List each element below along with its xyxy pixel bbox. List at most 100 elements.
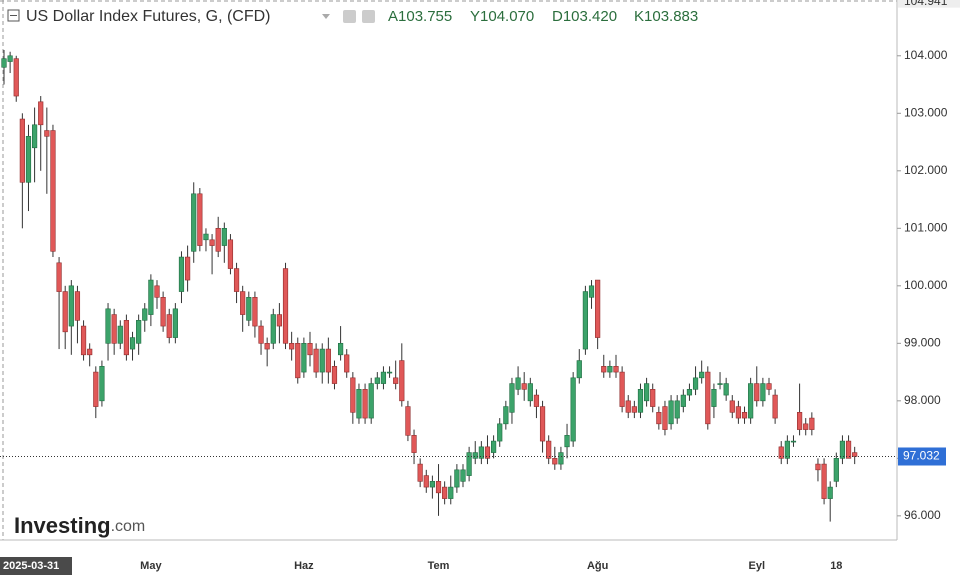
candle-body xyxy=(650,389,656,407)
candle-body xyxy=(595,279,601,338)
candle-body xyxy=(778,446,784,459)
candle-body xyxy=(533,394,540,407)
candle-body xyxy=(552,458,558,465)
candle-body xyxy=(19,118,25,183)
candle-body xyxy=(748,383,754,419)
candle-body xyxy=(68,285,74,327)
ohlc-stat: A103.755 xyxy=(388,8,452,25)
last-price-label: 97.032 xyxy=(903,449,940,463)
candle-body xyxy=(564,435,570,448)
candle-body xyxy=(31,124,38,149)
candle-body xyxy=(399,360,405,402)
y-tick-label: 100.000 xyxy=(904,278,948,292)
candle-body xyxy=(643,383,650,402)
candle-body xyxy=(539,406,546,442)
candle-body xyxy=(368,383,374,419)
candle-body xyxy=(129,337,136,350)
candle-body xyxy=(136,320,142,344)
candle-body xyxy=(527,383,533,402)
x-tick-label: Eyl xyxy=(749,560,766,572)
candle-body xyxy=(62,291,68,333)
candle-body xyxy=(717,383,723,385)
candle-body xyxy=(466,452,472,476)
candle-body xyxy=(270,314,276,344)
candle-body xyxy=(631,406,637,413)
candle-body xyxy=(484,446,491,459)
candle-body xyxy=(1,58,7,68)
y-tick-label: 103.000 xyxy=(904,105,948,119)
candle-body xyxy=(227,239,234,269)
y-tick-label: 102.000 xyxy=(904,163,948,177)
candle-body xyxy=(233,268,240,292)
candle-body xyxy=(815,463,821,471)
candle-body xyxy=(417,463,423,482)
candle-body xyxy=(784,440,790,459)
candle-body xyxy=(386,371,393,374)
candle-body xyxy=(93,371,99,407)
watermark-suffix: .com xyxy=(111,518,146,535)
candle-body xyxy=(705,371,711,425)
candle-body xyxy=(735,406,741,419)
candle-body xyxy=(790,440,797,443)
candle-body xyxy=(87,348,93,356)
candle-body xyxy=(331,366,338,384)
candle-body xyxy=(674,400,680,419)
settings-icon[interactable] xyxy=(362,10,375,23)
collapse-icon[interactable] xyxy=(7,9,20,22)
candle-body xyxy=(289,343,295,350)
y-tick-label: 101.000 xyxy=(904,220,948,234)
candle-body xyxy=(845,440,852,459)
candle-body xyxy=(442,486,448,499)
candle-body xyxy=(337,343,344,356)
candle-body xyxy=(56,262,62,292)
candle-body xyxy=(380,371,387,384)
candle-body xyxy=(503,406,509,425)
candle-body xyxy=(185,256,191,281)
candle-body xyxy=(178,256,185,292)
candle-body xyxy=(215,228,221,252)
x-tick-label: Tem xyxy=(428,560,450,572)
candle-body xyxy=(325,348,331,373)
axis-high-box xyxy=(898,0,960,8)
candle-body xyxy=(613,366,619,373)
candle-body xyxy=(796,412,803,430)
candle-body xyxy=(166,314,172,338)
eye-icon[interactable] xyxy=(343,10,356,23)
candle-body xyxy=(393,377,399,384)
y-tick-label: 104.000 xyxy=(904,48,948,62)
candle-body xyxy=(490,440,497,453)
candle-body xyxy=(699,371,705,379)
x-tick-label: Haz xyxy=(294,560,314,572)
watermark: Investing.com xyxy=(14,513,145,538)
candle-body xyxy=(276,314,283,327)
candle-body xyxy=(111,314,117,344)
candle-body xyxy=(656,412,662,425)
watermark-brand: Investing xyxy=(14,513,111,538)
candle-body xyxy=(374,377,380,384)
candle-body xyxy=(362,389,368,419)
candle-body xyxy=(637,389,644,413)
candle-body xyxy=(429,481,436,488)
candle-body xyxy=(99,366,105,402)
candle-body xyxy=(515,377,521,390)
candle-body xyxy=(803,423,809,430)
candle-body xyxy=(423,475,429,488)
candle-body xyxy=(741,412,748,419)
y-tick-label: 99.000 xyxy=(904,335,941,349)
dropdown-arrow[interactable] xyxy=(322,14,330,19)
candle-body xyxy=(625,400,631,413)
chart-title: US Dollar Index Futures, G, (CFD) xyxy=(26,8,271,25)
candle-body xyxy=(601,366,607,373)
candle-body xyxy=(827,486,833,499)
candle-body xyxy=(760,383,766,402)
candle-body xyxy=(772,394,778,419)
y-tick-label: 96.000 xyxy=(904,508,941,522)
candle-body xyxy=(405,406,411,436)
candle-body xyxy=(607,366,613,373)
candle-body xyxy=(558,452,564,465)
candle-body xyxy=(240,291,246,315)
candle-body xyxy=(521,383,527,390)
candle-body xyxy=(13,58,19,97)
candle-body xyxy=(588,285,595,298)
